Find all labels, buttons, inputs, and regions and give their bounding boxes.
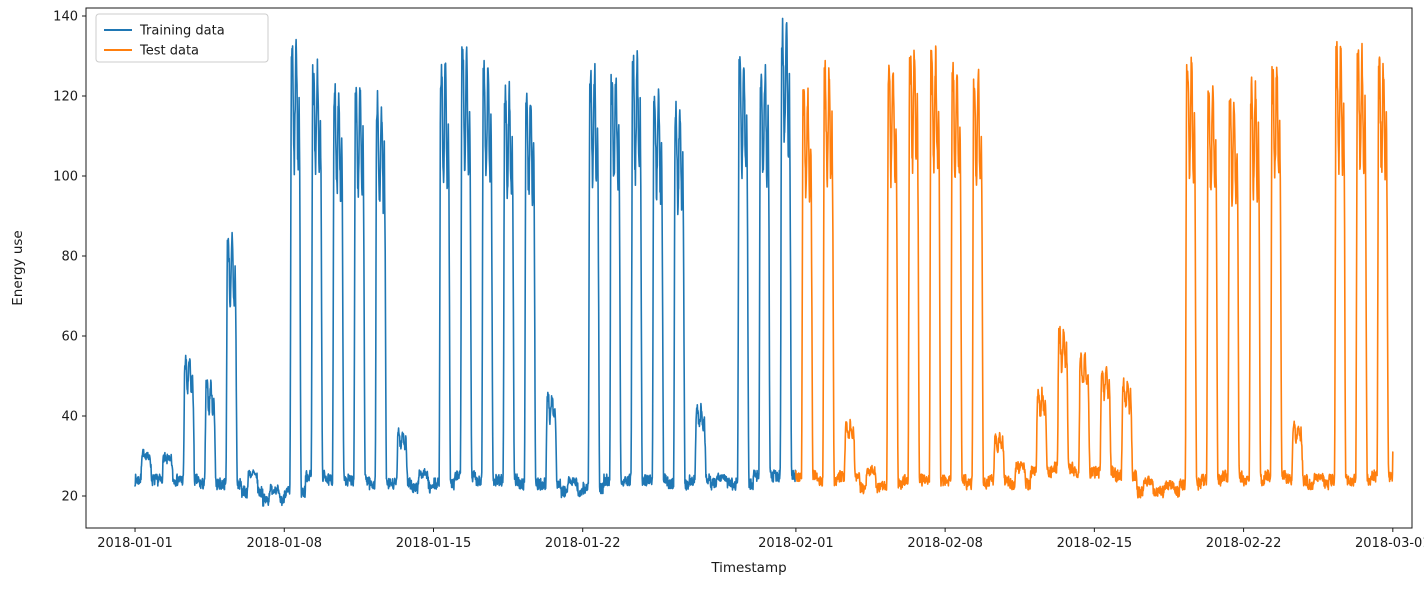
x-tick-label: 2018-02-15	[1057, 536, 1133, 551]
legend-box	[95, 13, 269, 63]
y-tick-label: 140	[53, 10, 78, 25]
x-tick-label: 2018-01-08	[246, 536, 322, 551]
plot-area: 20 40 60 80 100 120 140 2018-01-01 2018-01-08 201…	[53, 7, 1424, 551]
y-tick-label: 40	[61, 410, 78, 425]
legend-test-label: Test data	[139, 44, 199, 59]
plot-border	[85, 7, 1413, 529]
legend: Training data Test data	[95, 13, 269, 63]
series-line-training	[134, 17, 797, 507]
y-tick-label: 80	[61, 250, 78, 265]
x-tick-label: 2018-02-08	[907, 536, 983, 551]
x-tick-label: 2018-01-01	[97, 536, 173, 551]
x-tick-label: 2018-01-15	[396, 536, 472, 551]
y-axis-label: Energy use	[10, 230, 26, 305]
x-tick-label: 2018-03-01	[1355, 536, 1424, 551]
x-axis-label: Timestamp	[710, 560, 786, 576]
y-tick-label: 100	[53, 170, 78, 185]
x-tick-label: 2018-01-22	[545, 536, 621, 551]
legend-training-label: Training data	[139, 24, 225, 39]
x-tick-label: 2018-02-01	[758, 536, 834, 551]
x-tick-label: 2018-02-22	[1206, 536, 1282, 551]
series-line-test	[795, 40, 1394, 499]
y-tick-label: 20	[61, 490, 78, 505]
y-tick-label: 120	[53, 90, 78, 105]
y-tick-label: 60	[61, 330, 78, 345]
